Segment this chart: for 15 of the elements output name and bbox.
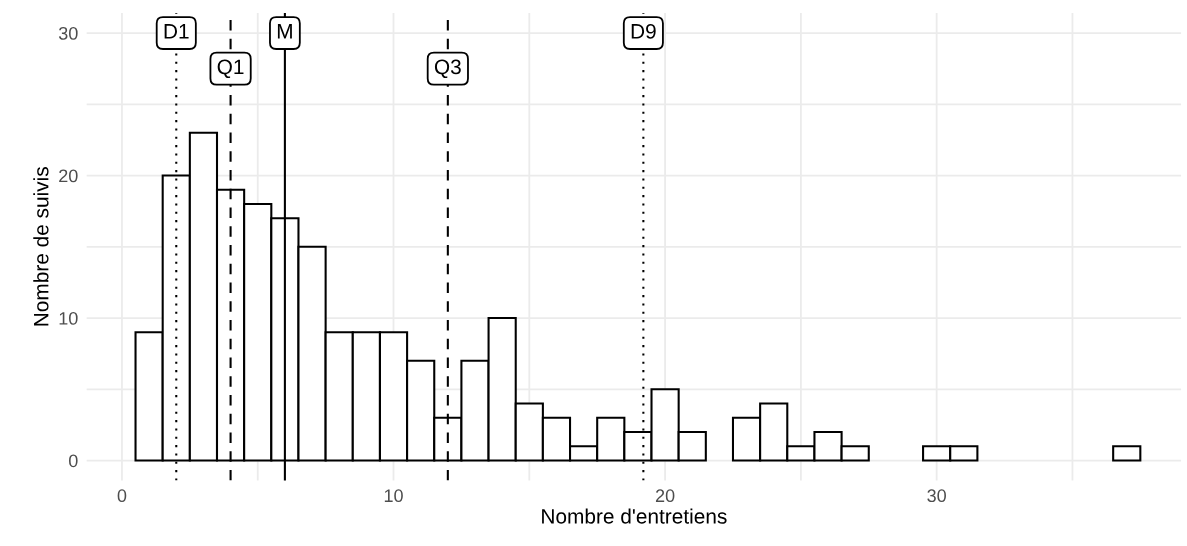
y-tick-label: 20 [59, 169, 78, 183]
x-axis-title: Nombre d'entretiens [542, 508, 727, 524]
y-tick-label: 10 [59, 311, 78, 325]
y-tick-label: 30 [58, 26, 78, 40]
ref-line-label: D1 [164, 24, 189, 39]
y-axis-title: Nombre de suivis [33, 167, 49, 326]
ref-line-label: Q3 [434, 59, 461, 78]
ref-line-label: M [277, 24, 292, 39]
x-tick-label: 30 [927, 489, 946, 503]
ref-line-label: Q1 [217, 59, 244, 78]
ref-line-label: D9 [631, 23, 656, 39]
y-tick-label: 0 [68, 454, 78, 468]
x-tick-label: 10 [384, 489, 403, 503]
x-tick-label: 20 [655, 489, 675, 503]
x-tick-label: 0 [117, 489, 127, 503]
